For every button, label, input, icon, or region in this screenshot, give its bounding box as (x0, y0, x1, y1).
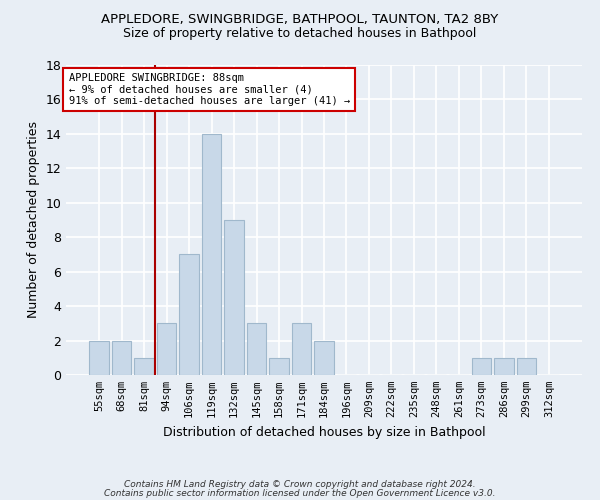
Bar (517, 358, 536, 375)
Bar (157, 324, 176, 375)
Bar (112, 340, 131, 375)
Bar (292, 324, 311, 375)
Bar (269, 358, 289, 375)
Bar (494, 358, 514, 375)
Bar (314, 340, 334, 375)
Text: Contains HM Land Registry data © Crown copyright and database right 2024.: Contains HM Land Registry data © Crown c… (124, 480, 476, 489)
Text: Contains public sector information licensed under the Open Government Licence v3: Contains public sector information licen… (104, 488, 496, 498)
Bar (247, 324, 266, 375)
Bar (224, 220, 244, 375)
Text: APPLEDORE, SWINGBRIDGE, BATHPOOL, TAUNTON, TA2 8BY: APPLEDORE, SWINGBRIDGE, BATHPOOL, TAUNTO… (101, 12, 499, 26)
Y-axis label: Number of detached properties: Number of detached properties (27, 122, 40, 318)
Bar (134, 358, 154, 375)
Bar (472, 358, 491, 375)
Bar (89, 340, 109, 375)
Bar (179, 254, 199, 375)
Text: APPLEDORE SWINGBRIDGE: 88sqm
← 9% of detached houses are smaller (4)
91% of semi: APPLEDORE SWINGBRIDGE: 88sqm ← 9% of det… (68, 72, 350, 106)
X-axis label: Distribution of detached houses by size in Bathpool: Distribution of detached houses by size … (163, 426, 485, 438)
Bar (202, 134, 221, 375)
Text: Size of property relative to detached houses in Bathpool: Size of property relative to detached ho… (124, 28, 476, 40)
